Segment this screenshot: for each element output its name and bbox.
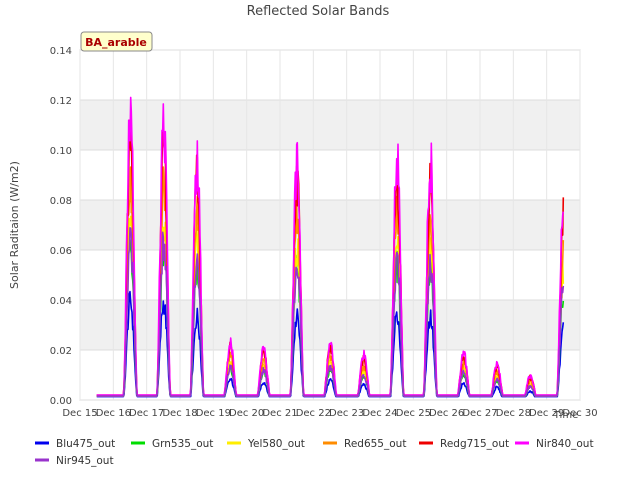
y-tick-label: 0.00 [50, 396, 72, 407]
y-tick-label: 0.06 [50, 246, 72, 257]
x-tick-label: Dec 23 [329, 408, 364, 419]
grid-bands [80, 100, 580, 350]
legend-label: Redg715_out [440, 438, 509, 450]
chart-title: Reflected Solar Bands [247, 4, 390, 19]
y-tick-label: 0.12 [50, 96, 72, 107]
x-tick-label: Dec 16 [96, 408, 131, 419]
y-tick-label: 0.04 [50, 296, 72, 307]
y-tick-label: 0.08 [50, 196, 72, 207]
x-tick-label: Dec 20 [229, 408, 264, 419]
x-tick-label: Dec 17 [129, 408, 164, 419]
legend-label: Grn535_out [152, 438, 213, 450]
grid-band [80, 300, 580, 350]
x-tick-label: Dec 26 [429, 408, 464, 419]
x-tick-label: Dec 22 [296, 408, 331, 419]
x-tick-label: Dec 30 [562, 408, 597, 419]
x-tick-label: Dec 19 [196, 408, 231, 419]
grid-lines [79, 49, 581, 401]
grid-band [80, 100, 580, 150]
y-tick-label: 0.02 [50, 346, 72, 357]
x-tick-label: Dec 24 [362, 408, 397, 419]
legend-label: Blu475_out [56, 438, 115, 450]
site-label: BA_arable [85, 36, 147, 49]
legend-label: Yel580_out [247, 438, 305, 450]
legend: Blu475_out Grn535_out Yel580_out Red655_out… [35, 438, 594, 467]
x-tick-label: Dec 15 [62, 408, 97, 419]
legend-label: Nir945_out [56, 455, 114, 467]
x-tick-label: Dec 28 [496, 408, 531, 419]
grid-band [80, 200, 580, 250]
series-lines [96, 96, 565, 398]
site-label-box: BA_arable [80, 31, 153, 52]
x-tick-label: Dec 29 [529, 408, 564, 419]
legend-label: Red655_out [344, 438, 406, 450]
x-tick-label: Dec 18 [162, 408, 197, 419]
y-axis-ticks: 0.00 0.02 0.04 0.06 0.08 0.10 0.12 0.14 [50, 46, 72, 407]
series-line-nir840-out [96, 96, 565, 396]
x-tick-label: Dec 21 [262, 408, 297, 419]
x-axis-label: Time [553, 410, 578, 421]
x-tick-label: Dec 27 [462, 408, 497, 419]
series-line-nir945-out [96, 227, 565, 397]
x-tick-label: Dec 25 [396, 408, 431, 419]
legend-label: Nir840_out [536, 438, 594, 450]
y-tick-label: 0.10 [50, 146, 72, 157]
y-axis-label: Solar Raditaion (W/m2) [8, 161, 21, 289]
y-tick-label: 0.14 [50, 46, 72, 57]
